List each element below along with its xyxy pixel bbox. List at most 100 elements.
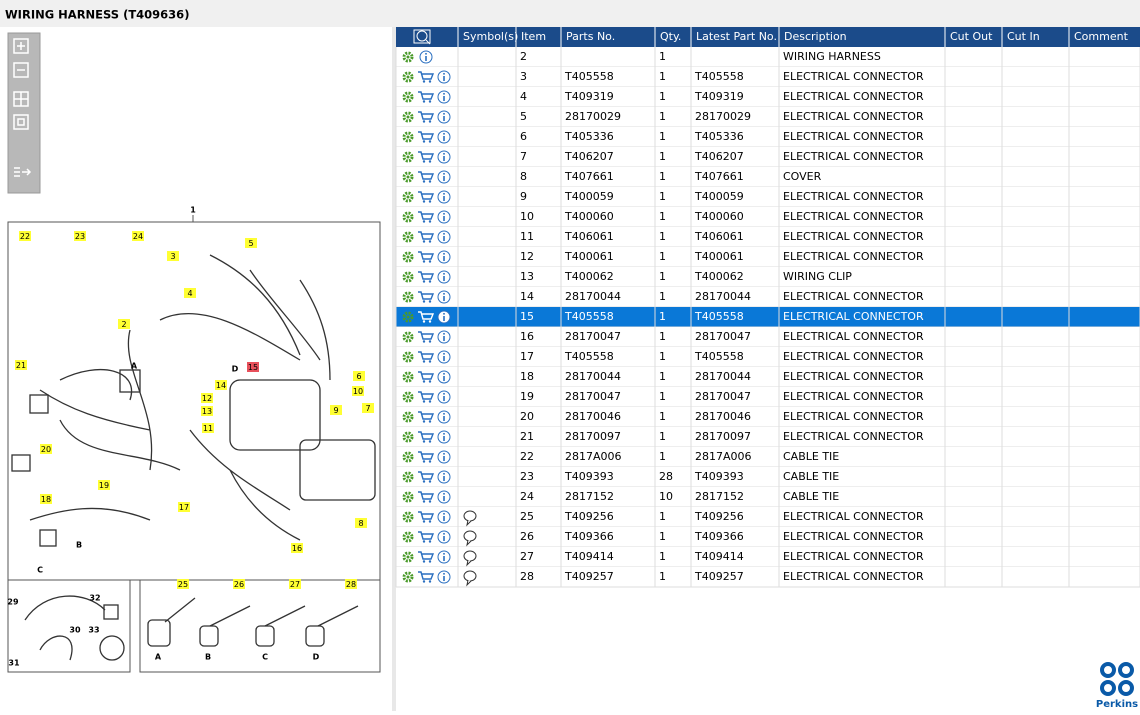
cart-icon[interactable] [418, 71, 435, 80]
comment-icon[interactable] [463, 510, 477, 522]
gear-icon[interactable] [402, 311, 414, 323]
table-row[interactable]: 15 T405558 1 T405558 ELECTRICAL CONNECTOR [395, 307, 1140, 328]
callout-label[interactable]: 25 [178, 580, 188, 589]
cart-icon[interactable] [418, 91, 435, 100]
column-header[interactable]: Cut Out [950, 30, 993, 43]
table-row[interactable]: 23 T409393 28 T409393 CABLE TIE [395, 467, 1140, 488]
callout-label[interactable]: 21 [16, 361, 26, 370]
table-row[interactable]: 24 2817152 10 2817152 CABLE TIE [395, 487, 1140, 508]
callout-label[interactable]: 15 [248, 363, 258, 372]
cart-icon[interactable] [418, 271, 435, 280]
callout-label[interactable]: 20 [41, 445, 51, 454]
callout-label[interactable]: 16 [292, 544, 302, 553]
cart-icon[interactable] [418, 391, 435, 400]
gear-icon[interactable] [402, 351, 414, 363]
column-header[interactable]: Comment [1074, 30, 1129, 43]
table-row[interactable]: 25 T409256 1 T409256 ELECTRICAL CONNECTOR [395, 507, 1140, 528]
callout-label[interactable]: 3 [170, 252, 175, 261]
gear-icon[interactable] [402, 191, 414, 203]
column-header[interactable]: Qty. [660, 30, 681, 43]
table-row[interactable]: 22 2817A006 1 2817A006 CABLE TIE [395, 447, 1140, 468]
gear-icon[interactable] [402, 71, 414, 83]
table-row[interactable]: 20 28170046 1 28170046 ELECTRICAL CONNECTOR [395, 407, 1140, 428]
cart-icon[interactable] [418, 211, 435, 220]
callout-label[interactable]: 26 [234, 580, 244, 589]
gear-icon[interactable] [402, 111, 414, 123]
callout-label[interactable]: 13 [202, 407, 212, 416]
gear-icon[interactable] [402, 271, 414, 283]
table-row[interactable]: 17 T405558 1 T405558 ELECTRICAL CONNECTOR [395, 347, 1140, 368]
cart-icon[interactable] [418, 571, 435, 580]
table-row[interactable]: 8 T407661 1 T407661 COVER [395, 167, 1140, 188]
zoom-out[interactable] [13, 62, 29, 78]
gear-icon[interactable] [402, 471, 414, 483]
column-header[interactable]: Symbol(s) [463, 30, 518, 43]
gear-icon[interactable] [402, 211, 414, 223]
gear-icon[interactable] [402, 571, 414, 583]
comment-icon[interactable] [463, 570, 477, 582]
cart-icon[interactable] [418, 171, 435, 180]
column-header[interactable]: Latest Part No. [696, 30, 777, 43]
callout-label[interactable]: 5 [248, 239, 253, 248]
gear-icon[interactable] [402, 171, 414, 183]
cart-icon[interactable] [418, 231, 435, 240]
callout-label[interactable]: 11 [203, 424, 213, 433]
callout-label[interactable]: 23 [75, 232, 85, 241]
gear-icon[interactable] [402, 131, 414, 143]
gear-icon[interactable] [402, 231, 414, 243]
gear-icon[interactable] [402, 51, 414, 63]
callout-label[interactable]: 18 [41, 495, 51, 504]
callout-label[interactable]: 4 [187, 289, 192, 298]
callout-label[interactable]: 22 [20, 232, 30, 241]
table-row[interactable]: 16 28170047 1 28170047 ELECTRICAL CONNECTOR [395, 327, 1140, 348]
gear-icon[interactable] [402, 91, 414, 103]
zoom-in[interactable] [13, 38, 29, 54]
cart-icon[interactable] [418, 471, 435, 480]
cart-icon[interactable] [418, 111, 435, 120]
callout-label[interactable]: 12 [202, 394, 212, 403]
gear-icon[interactable] [402, 511, 414, 523]
column-header[interactable]: Parts No. [566, 30, 615, 43]
callout-label[interactable]: 2 [121, 320, 126, 329]
gear-icon[interactable] [402, 491, 414, 503]
cart-icon[interactable] [418, 131, 435, 140]
table-row[interactable]: 4 T409319 1 T409319 ELECTRICAL CONNECTOR [395, 87, 1140, 108]
table-row[interactable]: 12 T400061 1 T400061 ELECTRICAL CONNECTOR [395, 247, 1140, 268]
table-row[interactable]: 6 T405336 1 T405336 ELECTRICAL CONNECTOR [395, 127, 1140, 148]
callout-label[interactable]: 7 [365, 404, 370, 413]
gear-icon[interactable] [402, 151, 414, 163]
gear-icon[interactable] [402, 391, 414, 403]
cart-icon[interactable] [418, 331, 435, 340]
comment-icon[interactable] [463, 530, 477, 542]
gear-icon[interactable] [402, 331, 414, 343]
gear-icon[interactable] [402, 291, 414, 303]
cart-icon[interactable] [418, 551, 435, 560]
table-row[interactable]: 9 T400059 1 T400059 ELECTRICAL CONNECTOR [395, 187, 1140, 208]
gear-icon[interactable] [402, 251, 414, 263]
column-header[interactable]: Item [521, 30, 546, 43]
splitter[interactable] [392, 27, 396, 711]
callout-label[interactable]: 10 [353, 387, 363, 396]
gear-icon[interactable] [402, 551, 414, 563]
gear-icon[interactable] [402, 531, 414, 543]
cart-icon[interactable] [418, 311, 435, 320]
table-row[interactable]: 11 T406061 1 T406061 ELECTRICAL CONNECTOR [395, 227, 1140, 248]
cart-icon[interactable] [418, 511, 435, 520]
table-row[interactable]: 19 28170047 1 28170047 ELECTRICAL CONNECTOR [395, 387, 1140, 408]
cart-icon[interactable] [418, 431, 435, 440]
callout-label[interactable]: 14 [216, 381, 226, 390]
table-row[interactable]: 26 T409366 1 T409366 ELECTRICAL CONNECTOR [395, 527, 1140, 548]
export[interactable] [14, 167, 32, 177]
cart-icon[interactable] [418, 151, 435, 160]
callout-label[interactable]: 8 [358, 519, 363, 528]
table-row[interactable]: 3 T405558 1 T405558 ELECTRICAL CONNECTOR [395, 67, 1140, 88]
column-header[interactable]: Description [784, 30, 847, 43]
gear-icon[interactable] [402, 431, 414, 443]
comment-icon[interactable] [463, 550, 477, 562]
table-row[interactable]: 10 T400060 1 T400060 ELECTRICAL CONNECTOR [395, 207, 1140, 228]
callout-label[interactable]: 17 [179, 503, 189, 512]
cart-icon[interactable] [418, 291, 435, 300]
reset[interactable] [13, 114, 29, 130]
cart-icon[interactable] [418, 411, 435, 420]
gear-icon[interactable] [402, 411, 414, 423]
